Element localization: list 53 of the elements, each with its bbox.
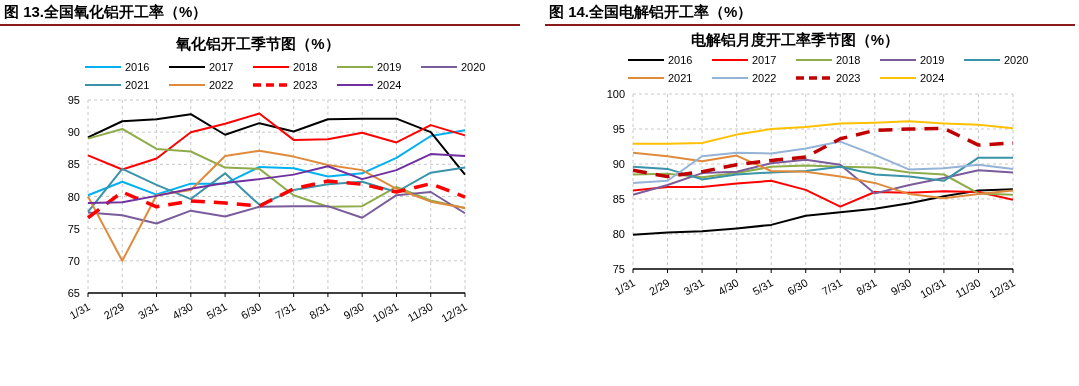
y-tick-label: 65 — [67, 287, 80, 299]
legend-label: 2017 — [752, 54, 777, 66]
legend-label: 2019 — [920, 54, 945, 66]
chart-title: 图 13.全国氧化铝开工率（%） — [4, 3, 208, 20]
x-tick-label: 1/31 — [67, 300, 92, 322]
legend-label: 2019 — [377, 61, 402, 73]
x-tick-label: 8/31 — [854, 276, 879, 298]
x-tick-label: 8/31 — [307, 300, 332, 322]
legend-label: 2018 — [836, 54, 861, 66]
legend-label: 2023 — [836, 72, 861, 84]
legend-label: 2018 — [293, 61, 318, 73]
y-tick-label: 90 — [67, 126, 80, 139]
y-tick-label: 100 — [606, 88, 625, 100]
x-tick-label: 4/30 — [716, 276, 741, 298]
x-tick-label: 7/31 — [819, 276, 845, 298]
y-tick-label: 70 — [67, 254, 80, 267]
chart-subtitle: 电解铝月度开工率季节图（%） — [690, 31, 900, 48]
y-tick-label: 85 — [67, 158, 80, 171]
y-tick-label: 75 — [67, 222, 80, 235]
x-tick-label: 6/30 — [785, 276, 810, 298]
legend-label: 2023 — [293, 79, 318, 91]
x-tick-label: 6/30 — [238, 300, 264, 322]
x-tick-label: 5/31 — [750, 276, 776, 298]
legend-label: 2022 — [752, 72, 777, 84]
legend-label: 2021 — [125, 79, 150, 91]
x-tick-label: 3/31 — [681, 276, 707, 298]
x-tick-label: 2/29 — [101, 300, 127, 322]
legend-label: 2017 — [209, 61, 234, 73]
y-tick-label: 95 — [612, 123, 625, 135]
legend-label: 2020 — [1004, 54, 1029, 66]
chart-subtitle: 氧化铝开工季节图（%） — [175, 35, 340, 52]
legend-label: 2024 — [377, 79, 402, 91]
x-tick-label: 5/31 — [204, 300, 230, 322]
legend-label: 2020 — [461, 61, 486, 73]
x-tick-label: 9/30 — [888, 276, 914, 298]
x-tick-label: 2/29 — [646, 276, 672, 298]
x-tick-label: 7/31 — [273, 300, 298, 322]
legend-label: 2016 — [125, 61, 150, 73]
x-tick-label: 4/30 — [170, 300, 195, 322]
y-tick-label: 90 — [612, 158, 625, 170]
y-tick-label: 80 — [67, 190, 80, 203]
x-tick-label: 9/30 — [341, 300, 367, 322]
legend-label: 2024 — [920, 72, 945, 84]
x-tick-label: 3/31 — [135, 300, 161, 322]
y-tick-label: 75 — [612, 263, 625, 275]
legend-label: 2021 — [668, 72, 693, 84]
legend-label: 2016 — [668, 54, 693, 66]
y-tick-label: 80 — [612, 228, 625, 240]
legend-label: 2022 — [209, 79, 234, 91]
y-tick-label: 95 — [67, 94, 80, 106]
x-tick-label: 1/31 — [612, 276, 637, 298]
y-tick-label: 85 — [612, 193, 625, 205]
chart-title: 图 14.全国电解铝开工率（%） — [549, 3, 753, 20]
